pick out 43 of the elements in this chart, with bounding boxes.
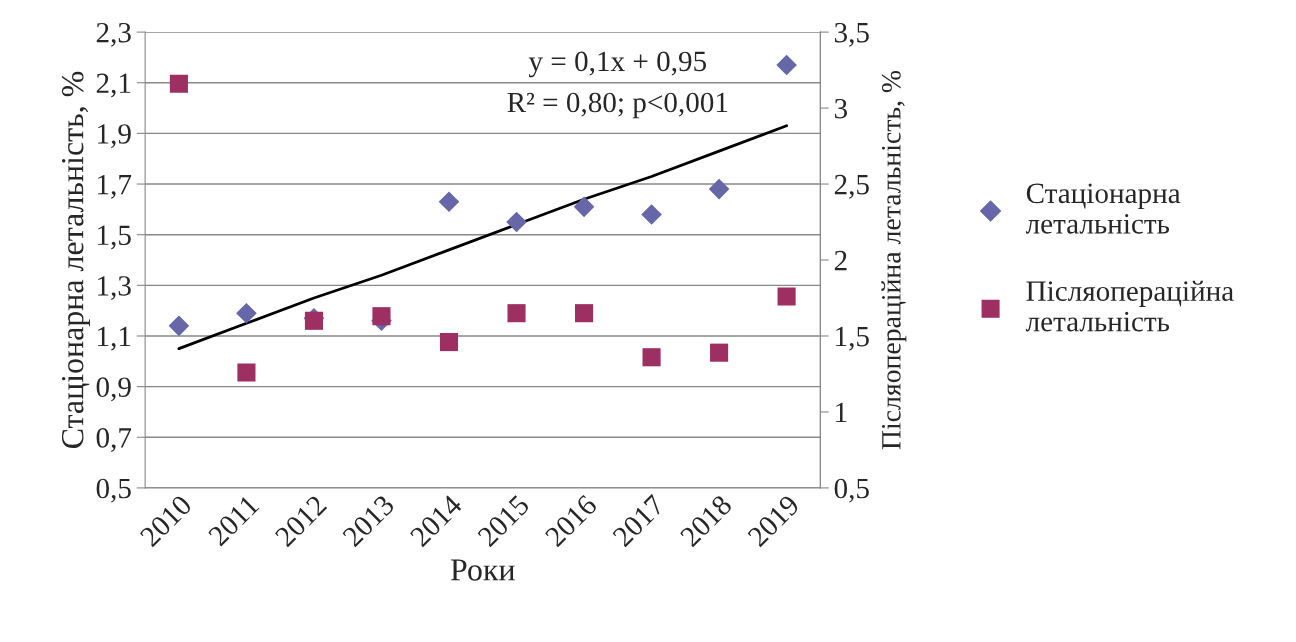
point [641, 204, 662, 225]
y-tick-label: 1,9 [98, 124, 131, 148]
y-tick-label: 1,5 [98, 225, 131, 250]
line-series [177, 124, 788, 351]
y-tick-label: 1,3 [98, 276, 131, 300]
point [708, 178, 730, 200]
y2-tick-label: 0,5 [834, 478, 869, 503]
point [777, 287, 796, 306]
point [372, 307, 391, 326]
y2-tick-label: 1,5 [836, 326, 869, 351]
y-tick-label: 0,9 [96, 377, 131, 402]
point [642, 348, 661, 367]
point [237, 363, 256, 382]
point [573, 196, 595, 218]
y2-tick-label: 3,5 [834, 22, 869, 47]
point [236, 302, 257, 324]
x-axis-title: Роки [450, 559, 515, 581]
y-tick-label: 1,1 [98, 326, 131, 351]
point [507, 304, 526, 323]
y-tick-label: 0,7 [96, 428, 132, 452]
point [574, 304, 594, 323]
y-tick-label: 2,3 [96, 22, 131, 47]
point [776, 54, 797, 76]
point [439, 333, 459, 352]
y2-axis-title: Післяопераційна летальність, % [881, 70, 907, 450]
y-tick-label: 0,5 [96, 478, 131, 503]
point [169, 74, 188, 93]
y2-tick-label: 1 [836, 402, 847, 423]
y-tick-label: 1,7 [98, 174, 132, 199]
legend-label: Післяопераційна летальність [1025, 280, 1234, 332]
y-axis-title: Стаціонарна летальність, % [61, 71, 90, 448]
point [304, 311, 324, 330]
annotation: y = 0,1x + 0,95 [528, 51, 707, 78]
y2-tick-label: 3 [834, 98, 848, 119]
point [438, 191, 460, 213]
annotation: R² = 0,80; p<0,001 [507, 92, 728, 119]
y2-tick-label: 2,5 [834, 174, 869, 199]
y2-tick-label: 2 [834, 250, 847, 271]
point [710, 343, 729, 362]
legend-label: Стаціонарна летальність [1025, 183, 1181, 234]
point [168, 315, 190, 337]
y-tick-label: 2,1 [96, 73, 131, 98]
point [506, 211, 527, 233]
